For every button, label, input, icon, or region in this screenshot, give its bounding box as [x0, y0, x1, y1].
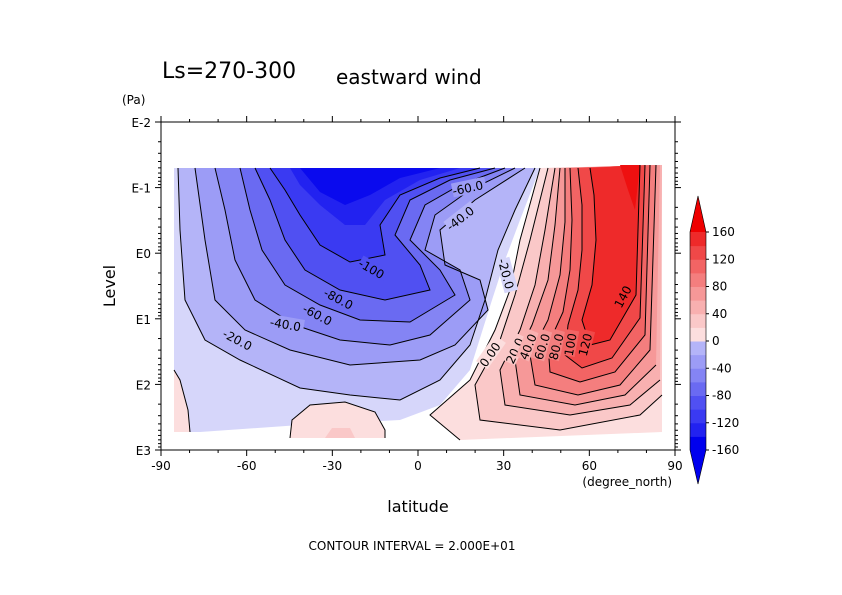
x-tick-label: 90 — [667, 459, 682, 473]
contour-label: -40.0 — [269, 315, 302, 334]
y-tick-label: E1 — [136, 313, 151, 327]
colorbar-max-arrow — [690, 196, 706, 232]
axes: -90 -60 -30 0 30 60 90 E-2 E-1 E0 E1 E2 E3 — [131, 116, 683, 473]
colorbar-swatch — [690, 245, 706, 260]
colorbar-swatch — [690, 436, 706, 451]
contour-line — [474, 167, 663, 431]
colorbar-label: -120 — [712, 416, 739, 430]
colorbar-swatch — [690, 327, 706, 342]
x-tick-label: 0 — [414, 459, 422, 473]
contour-line — [499, 167, 661, 416]
title-variable: eastward wind — [336, 65, 482, 89]
y-axis-unit: (Pa) — [122, 93, 145, 107]
colorbar-min-arrow — [690, 450, 706, 484]
region-eastward-core2 — [620, 165, 640, 210]
colorbar-swatch — [690, 286, 706, 301]
x-tick-label: -90 — [151, 459, 171, 473]
contour-line — [239, 167, 506, 323]
contour-line — [289, 401, 386, 439]
contour-label-group: -100 -80.0 -60.0 -40.0 -20.0 -60.0 -40.0… — [220, 176, 636, 370]
contour-line — [194, 167, 526, 366]
contour-line — [529, 164, 657, 396]
colorbar-swatch — [690, 422, 706, 437]
y-tick-label: E2 — [136, 378, 151, 392]
colorbar-swatch — [690, 300, 706, 315]
x-axis-label: latitude — [387, 497, 448, 516]
contour-line — [429, 167, 541, 441]
x-tick-label: -30 — [323, 459, 343, 473]
colorbar-label: -40 — [712, 361, 732, 375]
colorbar-label: 0 — [712, 334, 720, 348]
colorbar-swatch — [690, 409, 706, 424]
contour-line — [173, 369, 191, 433]
colorbar-swatch — [690, 395, 706, 410]
contour-label: 120 — [576, 332, 595, 358]
colorbar-swatch — [690, 272, 706, 287]
region-eastward-blob-core — [325, 428, 355, 438]
colorbar-label: 80 — [712, 280, 727, 294]
contour-line — [254, 167, 496, 301]
colorbar-label: 160 — [712, 225, 735, 239]
y-tick-label: E-2 — [131, 116, 151, 130]
colorbar-label: 120 — [712, 252, 735, 266]
colorbar-label: 40 — [712, 307, 727, 321]
colorbar-swatch — [690, 259, 706, 274]
colorbar-swatch — [690, 341, 706, 356]
y-tick-label: E3 — [136, 444, 151, 458]
colorbar-swatch — [690, 354, 706, 369]
y-axis-label: Level — [100, 265, 119, 307]
contour-line — [177, 167, 536, 401]
contour-line — [581, 164, 641, 346]
x-axis-unit: (degree_north) — [582, 475, 672, 489]
colorbar-label: -160 — [712, 443, 739, 457]
x-tick-label: 30 — [496, 459, 511, 473]
contour-field: -100 -80.0 -60.0 -40.0 -20.0 -60.0 -40.0… — [173, 164, 663, 441]
contour-line — [214, 167, 516, 346]
region-westward-core2 — [300, 168, 440, 205]
colorbar-label: -80 — [712, 389, 732, 403]
colorbar-swatch — [690, 313, 706, 328]
colorbar-swatch — [690, 232, 706, 247]
region-eastward-blob — [290, 402, 385, 438]
colorbar-swatch — [690, 368, 706, 383]
y-tick-label: E-1 — [131, 182, 151, 196]
y-tick-label: E0 — [136, 247, 151, 261]
x-tick-label: -60 — [237, 459, 257, 473]
title-period: Ls=270-300 — [162, 59, 296, 84]
colorbar-swatch — [690, 381, 706, 396]
region-eastward-left — [174, 370, 190, 432]
colorbar: 160 120 80 40 0 -40 -80 -120 -160 — [689, 195, 739, 485]
x-tick-label: 60 — [582, 459, 597, 473]
contour-label: -60.0 — [451, 178, 484, 198]
contour-label: 100 — [562, 332, 580, 357]
contour-interval-note: CONTOUR INTERVAL = 2.000E+01 — [309, 539, 516, 553]
